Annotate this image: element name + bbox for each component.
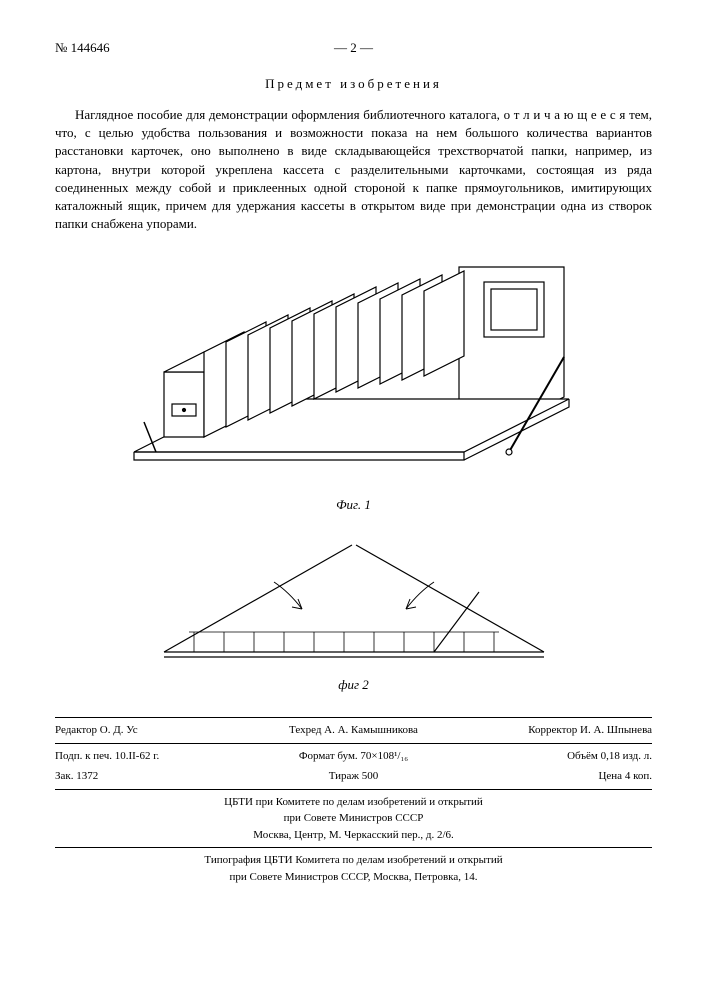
print-format: Формат бум. 70×108¹/₁₆ — [254, 748, 453, 765]
figure-2-svg — [134, 537, 574, 667]
page-header: № 144646 — 2 — — [55, 40, 652, 56]
colophon-print-2: Зак. 1372 Тираж 500 Цена 4 коп. — [55, 768, 652, 785]
figure-1 — [114, 257, 594, 487]
subject-title: Предмет изобретения — [55, 76, 652, 92]
editor: Редактор О. Д. Ус — [55, 722, 254, 739]
org-line-2: при Совете Министров СССР — [55, 810, 652, 827]
fig2-caption: фиг 2 — [55, 677, 652, 693]
colophon-credits: Редактор О. Д. Ус Техред А. А. Камышнико… — [55, 717, 652, 739]
colophon: Редактор О. Д. Ус Техред А. А. Камышнико… — [55, 717, 652, 885]
typo-line-2: при Совете Министров СССР, Москва, Петро… — [55, 869, 652, 886]
page-marker: — 2 — — [334, 40, 373, 56]
org-line-1: ЦБТИ при Комитете по делам изобретений и… — [55, 794, 652, 811]
price: Цена 4 коп. — [453, 768, 652, 785]
colophon-print-1: Подп. к печ. 10.II-62 г. Формат бум. 70×… — [55, 743, 652, 765]
doc-number: № 144646 — [55, 40, 110, 56]
body-text: Наглядное пособие для демонстрации оформ… — [55, 106, 652, 233]
figure-2 — [134, 537, 574, 667]
fig1-caption: Фиг. 1 — [55, 497, 652, 513]
techred: Техред А. А. Камышникова — [254, 722, 453, 739]
tirazh: Тираж 500 — [254, 768, 453, 785]
typo-line-1: Типография ЦБТИ Комитета по делам изобре… — [55, 852, 652, 869]
order-no: Зак. 1372 — [55, 768, 254, 785]
header-spacer — [649, 40, 652, 56]
figure-1-svg — [114, 257, 594, 487]
addr-line: Москва, Центр, М. Черкасский пер., д. 2/… — [55, 827, 652, 844]
corrector: Корректор И. А. Шпынева — [453, 722, 652, 739]
print-date: Подп. к печ. 10.II-62 г. — [55, 748, 254, 765]
print-vol: Объём 0,18 изд. л. — [453, 748, 652, 765]
